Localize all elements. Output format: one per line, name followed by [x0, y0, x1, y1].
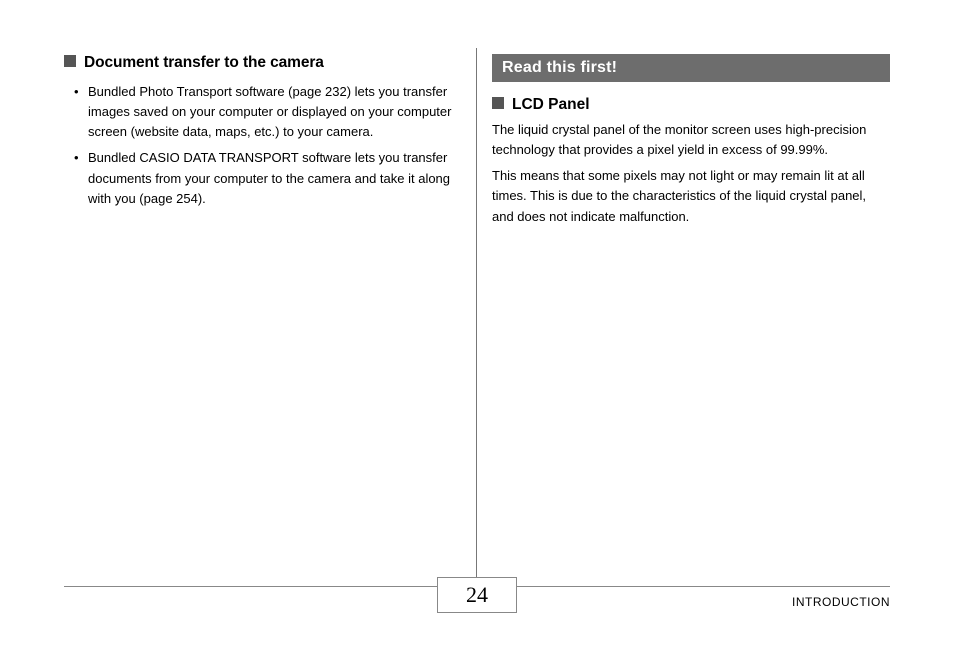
- right-subheading-text: LCD Panel: [512, 96, 590, 113]
- callout-text: Read this first!: [502, 59, 617, 76]
- page-number-box: 24: [437, 577, 517, 613]
- callout-bar: Read this first!: [492, 54, 890, 82]
- paragraph: This means that some pixels may not ligh…: [492, 166, 890, 226]
- right-column: Read this first! LCD Panel The liquid cr…: [492, 54, 890, 554]
- left-bullet-list: Bundled Photo Transport software (page 2…: [64, 82, 462, 209]
- right-subheading-row: LCD Panel: [492, 96, 890, 114]
- column-divider: [476, 48, 477, 586]
- page-number: 24: [466, 582, 488, 607]
- left-heading-row: Document transfer to the camera: [64, 54, 462, 72]
- list-item: Bundled Photo Transport software (page 2…: [78, 82, 462, 142]
- left-heading-text: Document transfer to the camera: [84, 54, 324, 71]
- square-bullet-icon: [64, 55, 76, 67]
- paragraph: The liquid crystal panel of the monitor …: [492, 120, 890, 160]
- square-bullet-icon: [492, 97, 504, 109]
- content-columns: Document transfer to the camera Bundled …: [64, 54, 890, 554]
- list-item: Bundled CASIO DATA TRANSPORT software le…: [78, 148, 462, 208]
- manual-page: Document transfer to the camera Bundled …: [0, 0, 954, 646]
- footer-section-label: INTRODUCTION: [792, 595, 890, 609]
- left-column: Document transfer to the camera Bundled …: [64, 54, 462, 554]
